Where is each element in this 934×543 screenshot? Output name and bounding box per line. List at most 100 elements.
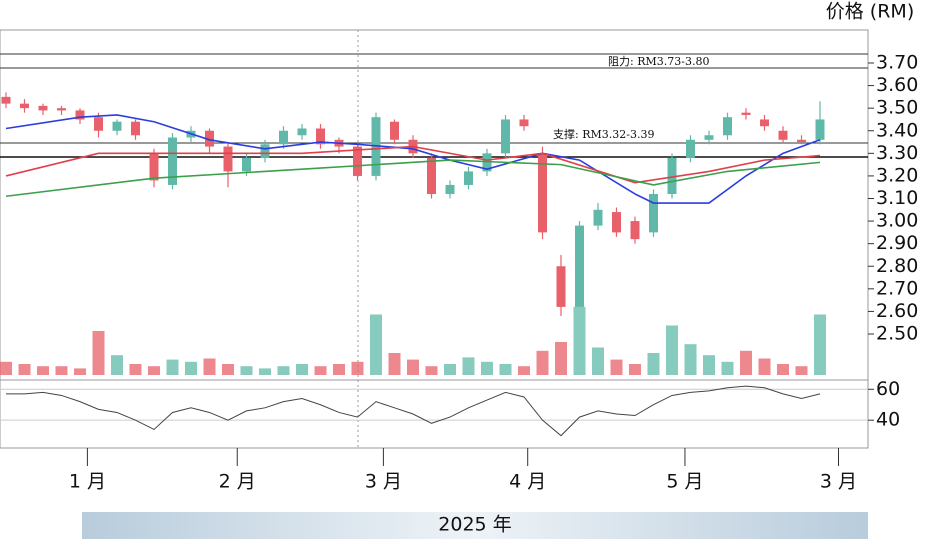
candle-body <box>760 119 769 127</box>
x-tick-label: 1 月 <box>69 471 106 493</box>
y-tick-label: 2.70 <box>876 277 918 299</box>
y-tick-label: 3.20 <box>876 164 918 186</box>
volume-bar <box>481 361 493 375</box>
volume-bar <box>37 366 49 375</box>
volume-bar <box>777 364 789 375</box>
candle-body <box>20 103 29 109</box>
y-tick-label: 3.00 <box>876 210 918 232</box>
volume-bar <box>185 361 197 375</box>
x-tick-label: 2 月 <box>219 471 256 493</box>
volume-bar <box>277 366 290 375</box>
candle-body <box>427 157 436 194</box>
candle-body <box>815 119 825 140</box>
volume-bar <box>684 344 697 375</box>
candle-body <box>741 112 751 115</box>
volume-bar <box>629 364 641 375</box>
x-tick-label: 4 月 <box>509 471 546 493</box>
rsi-tick-label: 40 <box>876 409 900 431</box>
candle-body <box>390 121 399 140</box>
volume-bar <box>499 364 512 375</box>
volume-bar <box>795 366 808 375</box>
y-tick-label: 3.70 <box>876 52 918 74</box>
volume-bar <box>425 366 438 375</box>
candle-body <box>704 135 714 140</box>
candle-body <box>593 209 603 226</box>
x-tick-label: 3 月 <box>365 471 402 493</box>
volume-bar <box>259 368 271 375</box>
volume-bar <box>0 361 12 375</box>
volume-bar <box>296 364 308 375</box>
volume-bar <box>518 366 530 375</box>
candle-body <box>94 117 103 131</box>
volume-bar <box>721 361 734 375</box>
candle-body <box>556 266 566 307</box>
candle-body <box>57 108 66 111</box>
candle-body <box>75 110 85 120</box>
volume-bar <box>129 364 142 375</box>
volume-bar <box>74 368 86 375</box>
candle-body <box>316 128 325 145</box>
volume-bar <box>758 358 771 375</box>
rsi-tick-label: 60 <box>876 378 900 400</box>
volume-bar <box>370 314 382 375</box>
y-tick-label: 3.60 <box>876 74 918 96</box>
candle-body <box>797 139 806 143</box>
candle-body <box>464 171 473 185</box>
candle-body <box>667 157 677 194</box>
x-title: 2025 年 <box>438 514 511 536</box>
candle-body <box>445 184 455 194</box>
candle-body <box>686 139 695 158</box>
candle-body <box>168 137 177 185</box>
volume-bar <box>555 342 567 375</box>
volume-bar <box>18 364 31 375</box>
y-tick-label: 2.90 <box>876 232 918 254</box>
volume-bar <box>610 359 623 375</box>
axis-title: 价格 (RM) <box>826 1 914 23</box>
candle-body <box>279 130 288 145</box>
candle-body <box>649 193 658 233</box>
y-tick-label: 3.40 <box>876 119 918 141</box>
candle-body <box>131 121 140 136</box>
x-title-band <box>82 512 868 539</box>
y-tick-label: 2.60 <box>876 300 918 322</box>
volume-bar <box>740 350 752 375</box>
plot-frame <box>0 29 869 449</box>
volume-bar <box>647 353 660 375</box>
candle-body <box>353 146 362 176</box>
volume-bar <box>666 325 678 375</box>
volume-bar <box>351 361 364 375</box>
x-tick-label: 5 月 <box>666 471 703 493</box>
volume-bar <box>407 359 419 375</box>
volume-bar <box>703 355 715 375</box>
candle-body <box>538 153 547 233</box>
annotation: 阻力: RM3.73-3.80 <box>608 55 709 68</box>
volume-bar <box>814 314 826 375</box>
y-tick-label: 2.50 <box>876 323 918 345</box>
volume-bar <box>222 364 234 375</box>
candle-body <box>149 153 159 181</box>
candle-body <box>1 96 11 104</box>
candle-body <box>630 221 640 240</box>
candle-body <box>112 121 122 131</box>
volume-bar <box>111 355 123 375</box>
annotation: 支撑: RM3.32-3.39 <box>553 127 654 141</box>
candle-body <box>778 130 788 140</box>
candle-body <box>205 130 214 147</box>
volume-bar <box>55 366 68 375</box>
candle-body <box>519 119 529 127</box>
candle-body <box>38 105 48 111</box>
volume-bar <box>203 358 216 375</box>
volume-bar <box>314 366 327 375</box>
candle-body <box>260 144 270 158</box>
volume-bar <box>573 306 586 375</box>
volume-bar <box>592 347 604 375</box>
candle-body <box>297 128 307 136</box>
y-tick-label: 2.80 <box>876 255 918 277</box>
rsi-line <box>6 385 821 437</box>
candle-body <box>242 157 251 172</box>
candle-body <box>223 146 233 172</box>
volume-bar <box>536 350 549 375</box>
moving-average <box>5 145 821 184</box>
volume-bar <box>333 364 345 375</box>
